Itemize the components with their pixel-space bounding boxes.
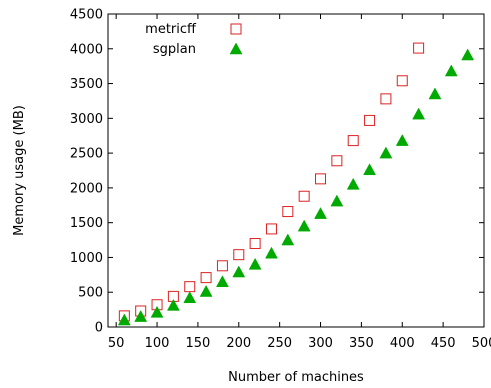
data-point-metricff bbox=[396, 75, 408, 87]
x-tick-label: 200 bbox=[226, 336, 251, 351]
plot-frame bbox=[107, 13, 485, 328]
x-axis-ticks: 50 100 150 200 250 300 350 400 450 500 bbox=[108, 14, 491, 351]
data-point-sgplan bbox=[150, 305, 164, 318]
y-axis-label: Memory usage (MB) bbox=[12, 105, 27, 236]
data-point-sgplan bbox=[428, 87, 442, 100]
y-tick-label: 4000 bbox=[70, 42, 103, 57]
data-point-metricff bbox=[233, 249, 245, 261]
data-point-metricff bbox=[216, 260, 228, 272]
data-point-metricff bbox=[331, 155, 343, 167]
data-point-metricff bbox=[200, 272, 212, 284]
data-point-sgplan bbox=[297, 219, 311, 232]
data-point-sgplan bbox=[134, 310, 148, 322]
data-point-sgplan bbox=[395, 134, 409, 146]
y-tick-label: 4500 bbox=[70, 8, 103, 23]
legend-marker-sgplan bbox=[229, 42, 243, 55]
legend-label-sgplan: sgplan bbox=[153, 42, 196, 57]
data-point-sgplan bbox=[216, 275, 229, 288]
data-point-sgplan bbox=[346, 177, 360, 190]
legend-marker-metricff bbox=[230, 23, 242, 35]
y-tick-label: 1500 bbox=[70, 216, 103, 231]
x-tick-label: 150 bbox=[185, 336, 210, 351]
data-point-metricff bbox=[265, 223, 277, 235]
legend-label-metricff: metricff bbox=[145, 22, 197, 37]
y-tick-label: 500 bbox=[78, 286, 103, 301]
data-point-metricff bbox=[298, 190, 310, 202]
data-point-metricff bbox=[364, 114, 376, 126]
x-tick-label: 250 bbox=[267, 336, 292, 351]
x-tick-label: 400 bbox=[390, 336, 415, 351]
data-point-metricff bbox=[413, 42, 425, 54]
legend-markers bbox=[229, 23, 243, 55]
data-point-sgplan bbox=[265, 246, 278, 259]
x-tick-label: 300 bbox=[308, 336, 333, 351]
data-point-sgplan bbox=[199, 285, 213, 297]
y-tick-label: 2000 bbox=[70, 181, 103, 196]
data-point-sgplan bbox=[248, 257, 262, 270]
series-metricff bbox=[118, 42, 425, 322]
y-tick-label: 3500 bbox=[70, 77, 103, 92]
x-tick-label: 100 bbox=[145, 336, 170, 351]
x-tick-label: 350 bbox=[349, 336, 374, 351]
x-tick-label: 450 bbox=[431, 336, 456, 351]
data-point-metricff bbox=[380, 93, 392, 105]
data-point-sgplan bbox=[461, 48, 475, 61]
data-point-metricff bbox=[347, 135, 359, 147]
data-point-sgplan bbox=[444, 64, 458, 77]
data-point-sgplan bbox=[183, 291, 197, 304]
data-point-sgplan bbox=[314, 207, 327, 219]
data-point-sgplan bbox=[117, 313, 131, 326]
data-point-metricff bbox=[249, 238, 261, 250]
data-point-sgplan bbox=[330, 194, 344, 207]
data-series bbox=[117, 42, 475, 326]
x-axis-label: Number of machines bbox=[228, 370, 364, 385]
data-point-sgplan bbox=[232, 265, 246, 278]
data-point-metricff bbox=[184, 281, 196, 293]
x-tick-label: 500 bbox=[472, 336, 491, 351]
data-point-sgplan bbox=[363, 163, 376, 176]
y-tick-label: 1000 bbox=[70, 251, 103, 266]
y-axis-ticks: 0 500 1000 1500 2000 2500 3000 3500 4000 4500 bbox=[70, 8, 484, 336]
data-point-sgplan bbox=[412, 107, 426, 120]
y-tick-label: 3000 bbox=[70, 112, 103, 127]
y-tick-label: 2500 bbox=[70, 147, 103, 162]
legend: metricff sgplan bbox=[145, 22, 243, 57]
y-tick-label: 0 bbox=[95, 321, 103, 336]
series-sgplan bbox=[117, 48, 475, 326]
data-point-sgplan bbox=[166, 298, 180, 311]
data-point-sgplan bbox=[281, 233, 295, 246]
x-tick-label: 50 bbox=[108, 336, 125, 351]
data-point-metricff bbox=[282, 206, 294, 218]
data-point-sgplan bbox=[379, 146, 393, 159]
data-point-metricff bbox=[315, 173, 327, 185]
